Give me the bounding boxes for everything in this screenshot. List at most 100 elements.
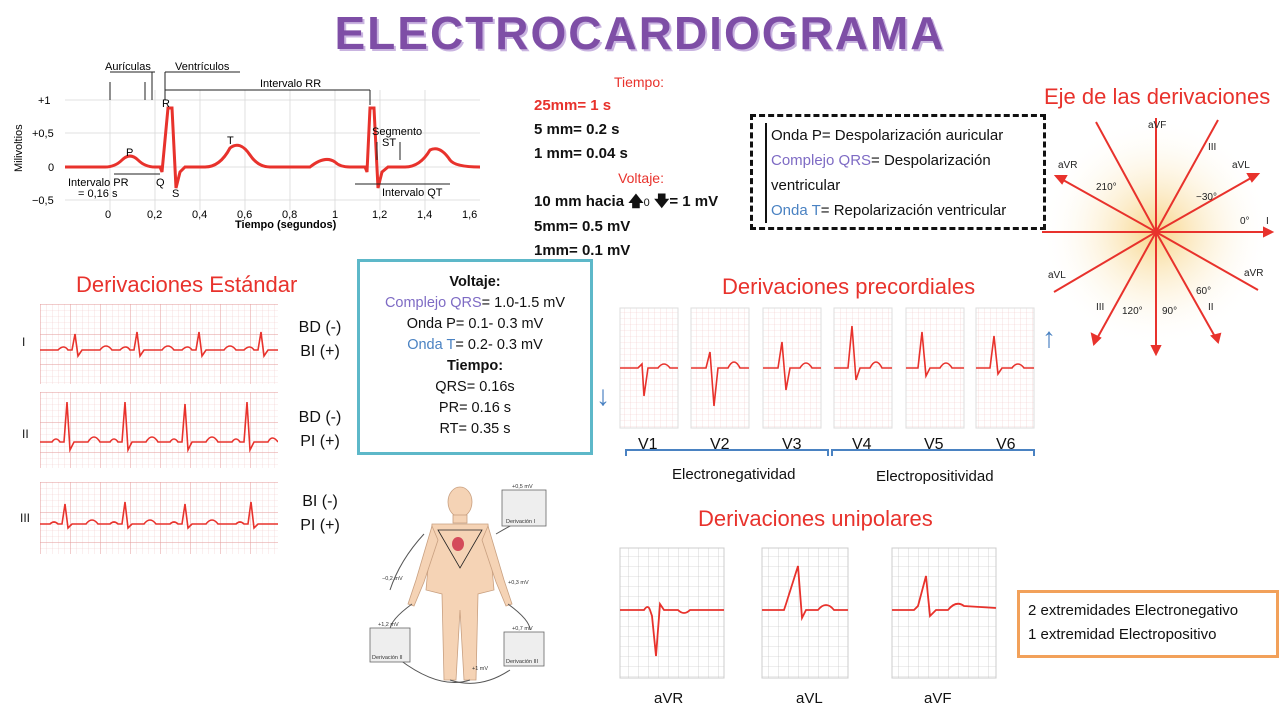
volt-box-qrs: Complejo QRS= 1.0-1.5 mV — [360, 293, 590, 314]
x-tick: 1,2 — [372, 209, 387, 221]
x-tick: 1,4 — [417, 209, 432, 221]
tiempo-line2: 5 mm= 0.2 s — [534, 121, 620, 138]
intervalo-pr-label: Intervalo PR — [68, 177, 129, 189]
lead-i-polarity: BD (-) BI (+) — [290, 316, 350, 364]
ii-label: II — [1208, 302, 1214, 313]
lead-v6: V6 — [996, 436, 1016, 453]
d60-label: 60° — [1196, 286, 1211, 297]
auriculas-label: Aurículas — [105, 61, 151, 73]
volt-box-qrs-value: = 1.0-1.5 mV — [481, 295, 566, 311]
onda-t-definition: Onda T= Repolarización ventricular — [765, 198, 1031, 223]
voltaje-line2: 5mm= 0.5 mV — [534, 218, 631, 235]
voltaje-line1-c: = 1 mV — [669, 193, 719, 210]
lead-ii-name: II — [22, 427, 29, 441]
y-ticks: +1 +0,5 0 −0,5 — [32, 95, 54, 207]
precordiales-header: Derivaciones precordiales — [722, 274, 976, 299]
r-wave-label: R — [162, 98, 170, 110]
dm30-label: −30° — [1196, 192, 1217, 203]
note-line1: 2 extremidades Electronegativo — [1028, 602, 1239, 619]
waves-definition-box: Onda P= Despolarización auricular Comple… — [750, 114, 1046, 230]
voltage-time-box: Voltaje: Complejo QRS= 1.0-1.5 mV Onda P… — [357, 259, 593, 455]
lead-iii-polarity: BI (-) PI (+) — [290, 490, 350, 538]
note-line2: 1 extremidad Electropositivo — [1028, 626, 1217, 643]
unipolares-header: Derivaciones unipolares — [698, 506, 933, 531]
tiempo-header: Tiempo: — [613, 74, 664, 90]
volt-box-qrs-term: Complejo QRS — [384, 295, 482, 311]
i-label: I — [1266, 216, 1269, 227]
eje-header: Eje de las derivaciones — [1044, 84, 1271, 109]
avf-top-label: aVF — [1148, 120, 1166, 131]
avl-right-label: aVL — [1232, 160, 1250, 171]
voltaje-header: Voltaje: — [618, 170, 664, 186]
y-tick: +0,5 — [32, 128, 54, 140]
meter-2-value: +1,2 mV — [378, 622, 399, 628]
segmento-label: Segmento — [372, 126, 422, 138]
lead-i-l2: BI (+) — [300, 343, 340, 360]
y-axis-label: Milivoltios — [13, 124, 25, 172]
lead-v1: V1 — [638, 436, 658, 453]
volt-box-pr-time: PR= 0.16 s — [438, 400, 512, 416]
intervalo-pr-value: = 0,16 s — [78, 188, 118, 200]
d120-label: 120° — [1122, 306, 1143, 317]
lead-v4: V4 — [852, 436, 872, 453]
lead-iii-l2: PI (+) — [300, 517, 340, 534]
tiempo-line1: 25mm= 1 s — [534, 97, 612, 114]
lead-ii-l2: PI (+) — [300, 433, 340, 450]
y-tick: +1 — [38, 95, 51, 107]
qrs-text: = Despolarización ventricular — [771, 152, 991, 194]
d90-label: 90° — [1162, 306, 1177, 317]
d0-label: 0° — [1240, 216, 1250, 227]
volt-box-header: Voltaje: — [449, 274, 501, 290]
unipolar-strips — [619, 547, 997, 679]
electronegatividad-label: Electronegatividad — [672, 466, 796, 483]
avl-left-label: aVL — [1048, 270, 1066, 281]
st-label: ST — [382, 137, 396, 149]
x-tick: 1,6 — [462, 209, 477, 221]
volt-box-t-value: = 0.2- 0.3 mV — [455, 337, 543, 353]
lead-v3: V3 — [782, 436, 802, 453]
lead-avr: aVR — [654, 690, 684, 707]
lead-v5: V5 — [924, 436, 944, 453]
lead-v2: V2 — [710, 436, 730, 453]
intervalo-rr-label: Intervalo RR — [260, 78, 321, 90]
lead-i-name: I — [22, 335, 26, 349]
lead-ii-l1: BD (-) — [298, 409, 342, 426]
d210-label: 210° — [1096, 182, 1117, 193]
meter-3-label: Derivación III — [506, 659, 539, 665]
estandar-header: Derivaciones Estándar — [76, 272, 298, 297]
t-wave-label: T — [227, 135, 234, 147]
meter-2-label: Derivación II — [372, 655, 403, 661]
volt-box-tiempo-header: Tiempo: — [446, 358, 504, 374]
qrs-definition: Complejo QRS= Despolarización ventricula… — [765, 148, 1031, 198]
extremidades-note: 2 extremidades Electronegativo 1 extremi… — [1017, 590, 1279, 658]
s-wave-label: S — [172, 188, 179, 200]
lead-ii-polarity: BD (-) PI (+) — [290, 406, 350, 454]
x-axis-label: Tiempo (segundos) — [235, 219, 337, 231]
arrow-up-icon: 🡅 — [628, 193, 644, 210]
intervalo-qt-label: Intervalo QT — [382, 187, 443, 199]
onda-t-term: Onda T — [771, 202, 821, 219]
main-ecg-diagram: Aurículas Ventrículos Intervalo RR Segme… — [13, 61, 481, 231]
meter-m3-value: +0,3 mV — [508, 580, 529, 586]
avr-left-label: aVR — [1058, 160, 1077, 171]
lead-ii-strip — [40, 392, 278, 468]
ventriculos-label: Ventrículos — [175, 61, 230, 73]
x-tick: 0,8 — [282, 209, 297, 221]
arrow-down-icon: 🡇 — [653, 193, 670, 210]
onda-p-definition: Onda P= Despolarización auricular — [765, 123, 1031, 148]
x-tick: 0 — [105, 209, 111, 221]
voltaje-line3: 1mm= 0.1 mV — [534, 242, 631, 259]
qrs-term: Complejo QRS — [771, 152, 872, 169]
voltaje-line1: 10 mm hacia 🡅0 🡇= 1 mV — [534, 190, 718, 215]
avr-right-label: aVR — [1244, 268, 1263, 279]
y-tick: 0 — [48, 162, 54, 174]
meter-3-value: +0,7 mV — [512, 626, 533, 632]
meter-m6-value: +1 mV — [472, 666, 488, 672]
lead-i-l1: BD (-) — [298, 319, 342, 336]
meter-1-value: +0,5 mV — [512, 484, 533, 490]
voltaje-zero: 0 — [643, 197, 650, 209]
volt-box-t-term: Onda T — [407, 337, 456, 353]
p-wave-label: P — [126, 147, 133, 159]
x-ticks: 0 0,2 0,4 0,6 0,8 1 1,2 1,4 1,6 — [105, 209, 477, 221]
precordial-strips — [619, 307, 1035, 456]
